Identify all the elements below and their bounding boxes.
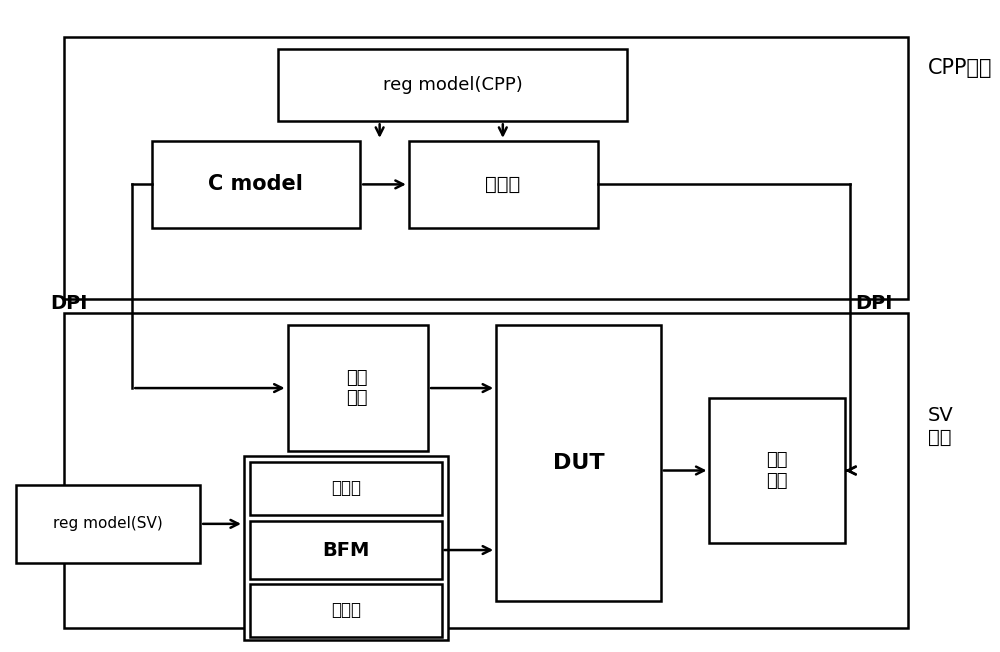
Bar bbox=[250, 462, 442, 515]
Bar bbox=[288, 325, 428, 451]
Bar bbox=[709, 398, 845, 543]
Text: DPI: DPI bbox=[50, 294, 87, 313]
Text: reg model(SV): reg model(SV) bbox=[53, 516, 163, 531]
Text: DUT: DUT bbox=[553, 452, 604, 473]
Bar bbox=[278, 49, 627, 121]
Text: BFM: BFM bbox=[322, 541, 369, 559]
Bar bbox=[250, 521, 442, 579]
Text: CPP环境: CPP环境 bbox=[928, 58, 992, 78]
Text: 输入
代理: 输入 代理 bbox=[347, 368, 368, 408]
Text: reg model(CPP): reg model(CPP) bbox=[383, 76, 522, 93]
Text: C model: C model bbox=[208, 174, 303, 194]
Bar bbox=[250, 584, 442, 637]
Text: 输出
代理: 输出 代理 bbox=[767, 451, 788, 490]
Text: 驱动器: 驱动器 bbox=[331, 601, 361, 619]
Bar bbox=[16, 485, 200, 563]
Bar bbox=[496, 325, 661, 601]
Bar bbox=[64, 37, 908, 299]
Bar bbox=[244, 456, 448, 640]
Bar bbox=[409, 141, 598, 228]
Text: 检查器: 检查器 bbox=[485, 175, 520, 194]
Bar bbox=[64, 314, 908, 628]
Text: SV
环境: SV 环境 bbox=[928, 406, 953, 447]
Text: DPI: DPI bbox=[855, 294, 892, 313]
Text: 序列器: 序列器 bbox=[331, 479, 361, 497]
Bar bbox=[152, 141, 360, 228]
